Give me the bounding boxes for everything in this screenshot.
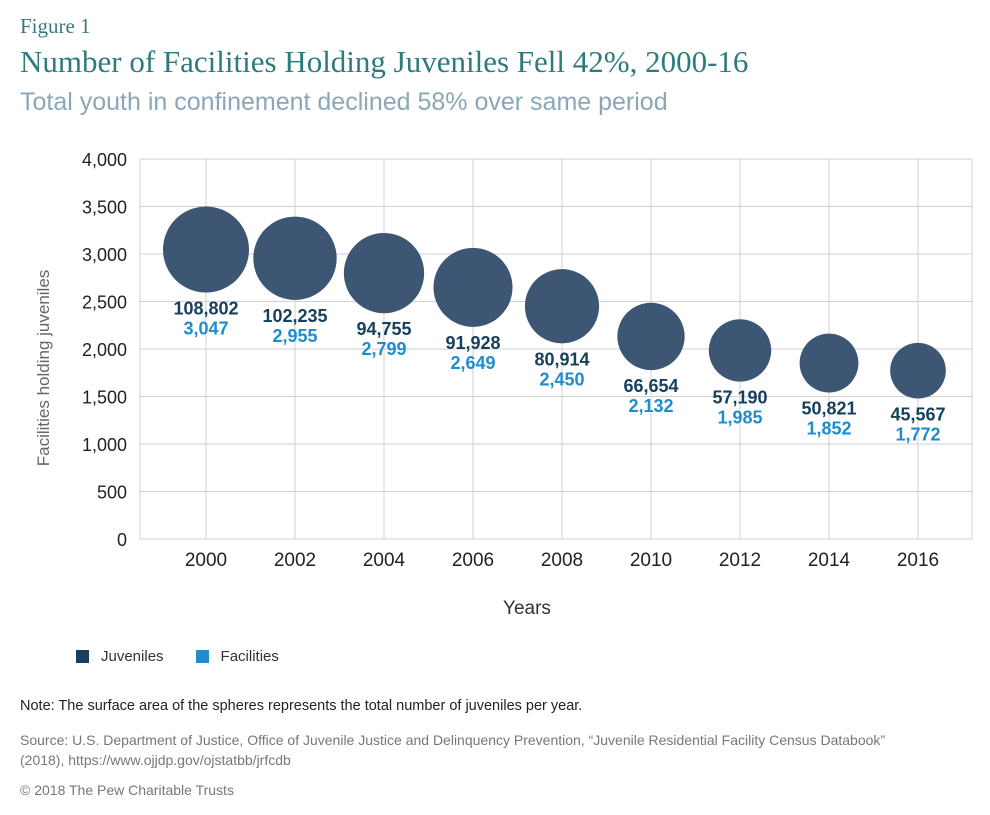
source-citation: Source: U.S. Department of Justice, Offi… xyxy=(20,730,970,770)
juveniles-value-label: 50,821 xyxy=(801,398,856,418)
bubble-2016 xyxy=(890,342,946,399)
legend-label-facilities: Facilities xyxy=(220,648,279,665)
y-tick-label: 500 xyxy=(97,483,127,503)
copyright: © 2018 The Pew Charitable Trusts xyxy=(20,782,234,798)
y-tick-label: 2,000 xyxy=(82,340,127,360)
legend-item-juveniles: Juveniles xyxy=(76,648,164,665)
bubble-chart: 05001,0001,5002,0002,5003,0003,5004,000 … xyxy=(34,150,973,619)
bubble-2002 xyxy=(253,216,337,300)
bubbles xyxy=(163,206,946,399)
juveniles-value-label: 102,235 xyxy=(262,306,327,326)
source-line-1: Source: U.S. Department of Justice, Offi… xyxy=(20,732,886,748)
bubble-2014 xyxy=(799,333,859,393)
y-tick-label: 3,000 xyxy=(82,245,127,265)
facilities-value-label: 2,799 xyxy=(361,339,406,359)
y-axis-label: Facilities holding juveniles xyxy=(34,270,53,467)
y-tick-label: 1,000 xyxy=(82,435,127,455)
y-axis-ticks: 0 500 1,000 1,500 2,000 2,500 3,000 3,500 4,000 xyxy=(82,150,127,550)
facilities-value-label: 2,649 xyxy=(450,353,495,373)
y-tick-label: 4,000 xyxy=(82,150,127,170)
facilities-value-label: 1,772 xyxy=(895,424,940,444)
chart-title: Number of Facilities Holding Juveniles F… xyxy=(20,44,749,79)
bubble-2010 xyxy=(617,302,685,371)
chart-note: Note: The surface area of the spheres re… xyxy=(20,698,583,714)
facilities-value-label: 2,132 xyxy=(628,396,673,416)
juveniles-value-label: 108,802 xyxy=(173,299,238,319)
bubble-2008 xyxy=(524,269,600,344)
legend-swatch-juveniles xyxy=(76,650,89,663)
juveniles-value-label: 45,567 xyxy=(890,404,945,424)
juveniles-value-label: 57,190 xyxy=(712,388,767,408)
facilities-value-label: 1,985 xyxy=(717,408,762,428)
x-tick-label: 2016 xyxy=(897,550,939,571)
x-tick-label: 2014 xyxy=(808,550,851,571)
legend-label-juveniles: Juveniles xyxy=(101,648,164,665)
bubble-2006 xyxy=(433,247,513,327)
x-tick-label: 2004 xyxy=(363,550,406,571)
x-tick-label: 2010 xyxy=(630,550,672,571)
x-axis-label: Years xyxy=(503,598,551,619)
figure-label: Figure 1 xyxy=(20,14,91,38)
legend-item-facilities: Facilities xyxy=(195,648,279,665)
juveniles-value-label: 80,914 xyxy=(534,349,589,369)
chart-subtitle: Total youth in confinement declined 58% … xyxy=(20,88,668,116)
facilities-value-label: 1,852 xyxy=(806,418,851,438)
x-axis-ticks: 2000 2002 2004 2006 2008 2010 2012 2014 2016 xyxy=(185,550,939,571)
juveniles-value-label: 66,654 xyxy=(623,376,678,396)
bubble-2000 xyxy=(163,206,249,293)
source-line-2: (2018), https://www.ojjdp.gov/ojstatbb/j… xyxy=(20,752,291,768)
x-tick-label: 2002 xyxy=(274,550,316,571)
legend: Juveniles Facilities xyxy=(76,648,311,665)
bubble-2012 xyxy=(708,319,772,382)
y-tick-label: 0 xyxy=(117,530,127,550)
bubble-2004 xyxy=(343,232,425,314)
juveniles-value-label: 94,755 xyxy=(356,319,411,339)
facilities-value-label: 2,450 xyxy=(539,369,584,389)
x-tick-label: 2000 xyxy=(185,550,227,571)
y-tick-label: 1,500 xyxy=(82,388,127,408)
legend-swatch-facilities xyxy=(195,650,209,663)
facilities-value-label: 2,955 xyxy=(272,326,317,346)
x-tick-label: 2012 xyxy=(719,550,761,571)
y-tick-label: 2,500 xyxy=(82,293,127,313)
x-tick-label: 2008 xyxy=(541,550,583,571)
facilities-value-label: 3,047 xyxy=(183,319,228,339)
x-tick-label: 2006 xyxy=(452,550,494,571)
juveniles-value-label: 91,928 xyxy=(445,333,500,353)
y-tick-label: 3,500 xyxy=(82,198,127,218)
